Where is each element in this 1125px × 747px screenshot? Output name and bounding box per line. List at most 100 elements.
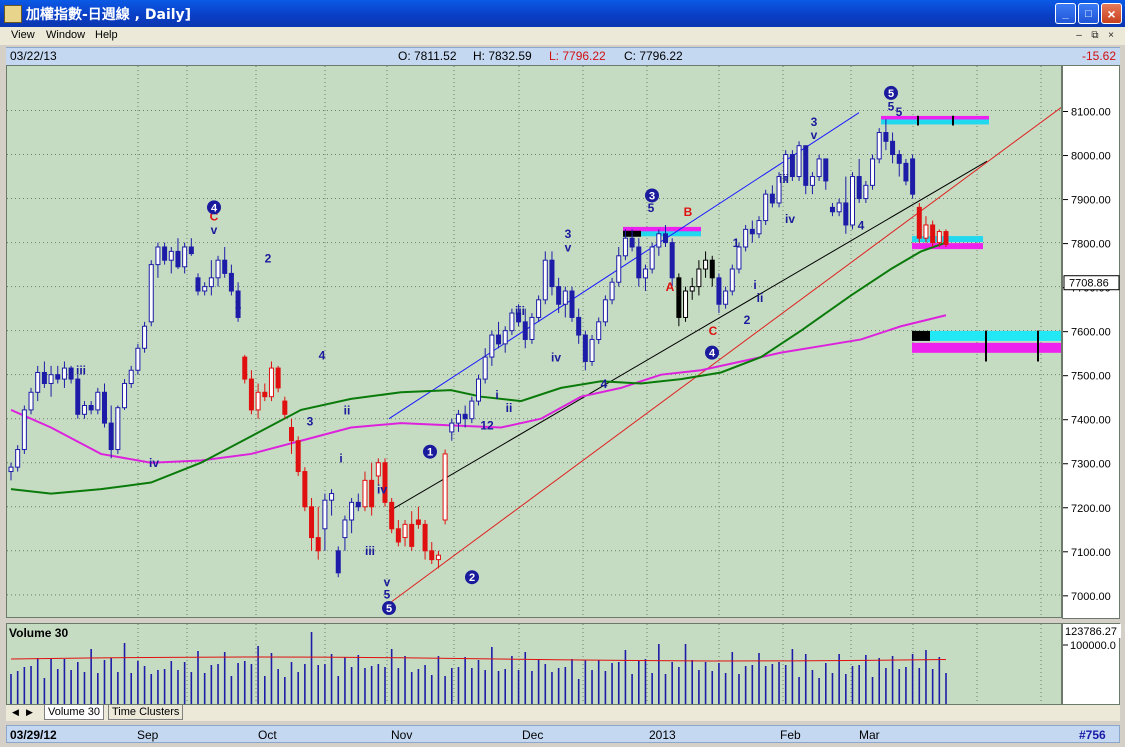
candle-body xyxy=(262,391,268,398)
wave-circle xyxy=(705,345,719,360)
wave-circle-label: 4 xyxy=(211,202,218,214)
candle-body xyxy=(228,272,234,292)
menu-help[interactable]: Help xyxy=(95,29,118,41)
wave-label: C xyxy=(709,324,718,338)
wave-label: 4 xyxy=(858,218,865,232)
candle-body xyxy=(68,367,74,380)
wave-label: iv xyxy=(551,350,561,364)
wave-circle-label: 1 xyxy=(427,447,433,459)
candle-body xyxy=(95,391,101,411)
wave-circle xyxy=(645,188,659,203)
wave-circle xyxy=(382,601,396,616)
axis-tick-label: 7900.00 xyxy=(1071,195,1111,207)
candle-body xyxy=(215,259,221,279)
tab-next-icon[interactable]: ▶ xyxy=(26,707,33,717)
candle-body xyxy=(202,286,208,292)
date-label-dec: Dec xyxy=(522,728,544,742)
menu-window[interactable]: Window xyxy=(46,29,86,41)
wave-label: 1 xyxy=(733,236,740,250)
candle-body xyxy=(442,453,448,521)
candle-body xyxy=(689,286,695,292)
candle-body xyxy=(329,493,335,501)
moving-average-fast xyxy=(10,241,947,495)
wave-label: A xyxy=(666,280,675,294)
candle-body xyxy=(208,277,214,288)
axis-tick-label: 7300.00 xyxy=(1071,459,1111,471)
candle-body xyxy=(596,321,602,340)
candle-body xyxy=(582,334,588,362)
close-button[interactable]: × xyxy=(1101,3,1122,24)
candle-body xyxy=(389,501,395,530)
tab-time-clusters[interactable]: Time Clusters xyxy=(108,705,184,720)
candle-body xyxy=(636,246,642,279)
title-bar: 加權指數-日週線 , Daily] _ □ × xyxy=(0,0,1125,27)
quote-high: H: 7832.59 xyxy=(473,49,532,63)
wave-label: 3 xyxy=(565,227,572,241)
candle-body xyxy=(736,246,742,270)
mdi-restore-icon[interactable]: ⧉ xyxy=(1091,30,1099,41)
candle-body xyxy=(242,356,248,380)
maximize-button[interactable]: □ xyxy=(1078,3,1099,24)
tabs-bar: ◀ ▶ Volume 30 Time Clusters xyxy=(6,705,1120,721)
candle-body xyxy=(309,506,315,539)
menu-view[interactable]: View xyxy=(11,29,35,41)
volume-panel[interactable]: Volume 30 xyxy=(6,623,1062,705)
candle-body xyxy=(816,158,822,178)
candle-body xyxy=(188,246,194,255)
projection-band-cyan xyxy=(623,231,701,237)
candle-body xyxy=(556,286,562,305)
candle-body xyxy=(35,371,41,393)
candle-body xyxy=(235,290,241,318)
candle-body xyxy=(943,231,949,245)
candle-body xyxy=(148,264,154,323)
candle-body xyxy=(509,312,515,332)
candle-body xyxy=(175,250,181,268)
candle-body xyxy=(522,321,528,340)
volume-average-line xyxy=(10,656,947,662)
candle-body xyxy=(789,154,795,178)
wave-label: 2 xyxy=(265,251,272,265)
wave-circle-label: 5 xyxy=(888,88,894,100)
wave-label: ii xyxy=(344,403,351,417)
cluster-marker xyxy=(912,330,930,341)
trend-line xyxy=(388,106,1061,605)
candle-body xyxy=(723,290,729,305)
candle-body xyxy=(642,268,648,279)
wave-label: ii xyxy=(757,291,764,305)
minimize-button[interactable]: _ xyxy=(1055,3,1076,24)
candle-body xyxy=(128,369,134,384)
quote-low: L: 7796.22 xyxy=(549,49,606,63)
candle-body xyxy=(268,367,274,398)
volume-chart-svg: Volume 30 xyxy=(7,624,1061,704)
projection-band-magenta xyxy=(623,226,701,232)
candle-body xyxy=(870,158,876,186)
mdi-close-icon[interactable]: × xyxy=(1108,30,1114,41)
wave-label: iv xyxy=(149,456,159,470)
wave-circle xyxy=(423,444,437,459)
candle-body xyxy=(936,231,942,244)
candle-body xyxy=(616,255,622,283)
wave-circle-label: 5 xyxy=(386,603,392,615)
mdi-minimize-icon[interactable]: – xyxy=(1076,30,1082,41)
wave-label: iii xyxy=(365,544,375,558)
candle-body xyxy=(796,145,802,178)
quote-close: C: 7796.22 xyxy=(624,49,683,63)
candle-body xyxy=(850,176,855,226)
candle-body xyxy=(529,316,535,340)
tab-volume-30[interactable]: Volume 30 xyxy=(44,705,104,720)
date-label-2013: 2013 xyxy=(649,728,676,742)
candle-body xyxy=(135,347,141,371)
candle-body xyxy=(455,413,461,424)
candle-body xyxy=(930,224,936,244)
candle-body xyxy=(102,391,107,424)
candle-body xyxy=(422,523,428,552)
trend-line xyxy=(388,112,860,420)
wave-label: 4 xyxy=(319,348,326,362)
tab-prev-icon[interactable]: ◀ xyxy=(12,707,19,717)
axis-tick-label: 7500.00 xyxy=(1071,371,1111,383)
candle-body xyxy=(449,422,455,433)
wave-label: i xyxy=(495,388,498,402)
candle-body xyxy=(769,193,775,204)
candle-body xyxy=(415,519,421,525)
